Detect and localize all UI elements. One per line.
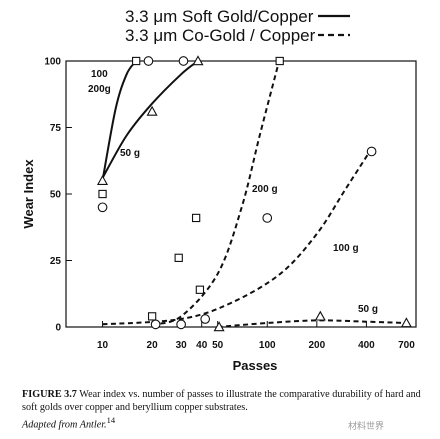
marker-square (191, 213, 201, 223)
y-tick-label: 25 (50, 256, 62, 267)
x-tick-label: 50 (212, 340, 224, 351)
y-tick-label: 75 (50, 123, 62, 134)
marker-square (132, 56, 141, 66)
marker-square (174, 253, 183, 262)
x-tick-label: 40 (196, 340, 208, 351)
y-axis-title: Wear Index (21, 159, 36, 229)
marker-triangle (400, 317, 412, 328)
x-tick-label: 700 (398, 340, 415, 351)
figure-caption-ref: 14 (106, 415, 116, 425)
curve-dashed-3 (151, 60, 281, 326)
curve-annotations: 100 200g 50 g 200 g 100 g 50 g (88, 69, 378, 315)
figure-caption-source: Adapted from Antler. (22, 419, 107, 431)
marker-circle (200, 314, 211, 324)
y-tick-label: 100 (44, 57, 61, 68)
legend-label-soft-gold: 3.3 μm Soft Gold/Copper (125, 7, 314, 26)
annotation-200g: 200g (88, 84, 111, 95)
figure-caption: FIGURE 3.7 Wear index vs. number of pass… (22, 389, 432, 432)
annotation-50g-solid: 50 g (120, 148, 140, 159)
marker-square (195, 285, 205, 294)
y-tick-label: 50 (50, 190, 62, 201)
marker-triangle (192, 55, 204, 66)
annotation-100: 100 (91, 69, 108, 80)
figure-label: FIGURE 3.7 (22, 389, 77, 400)
marker-circle (366, 146, 377, 157)
markers (96, 55, 412, 332)
legend: 3.3 μm Soft Gold/Copper 3.3 μm Co-Gold /… (125, 7, 350, 45)
curves (101, 60, 407, 328)
x-axis-title: Passes (233, 358, 278, 373)
marker-triangle (213, 321, 225, 332)
x-tick-label: 20 (147, 340, 159, 351)
y-axis: 0 25 50 75 100 (44, 57, 72, 334)
curve-dashed-5 (217, 319, 407, 328)
curve-solid-1 (101, 60, 199, 179)
marker-circle (262, 213, 273, 223)
marker-square (275, 56, 284, 66)
x-tick-label: 100 (259, 340, 276, 351)
marker-triangle (146, 105, 158, 116)
marker-circle (150, 319, 161, 330)
x-tick-label: 400 (358, 340, 375, 351)
legend-label-co-gold: 3.3 μm Co-Gold / Copper (125, 26, 316, 45)
y-tick-label: 0 (55, 323, 61, 334)
marker-circle (178, 56, 189, 66)
curve-solid-0 (101, 60, 138, 181)
x-tick-label: 200 (308, 340, 325, 351)
marker-triangle (314, 310, 326, 321)
marker-circle (176, 319, 186, 330)
annotation-50g-dashed: 50 g (358, 304, 378, 315)
x-tick-label: 10 (97, 340, 109, 351)
marker-circle (143, 56, 154, 66)
figure-caption-text: Wear index vs. number of passes to illus… (22, 389, 421, 413)
marker-triangle (96, 174, 109, 185)
marker-square (147, 312, 157, 321)
watermark-text: 材料世界 (348, 422, 385, 432)
x-tick-label: 30 (176, 340, 188, 351)
curve-dashed-4 (102, 145, 375, 326)
marker-square (98, 189, 107, 199)
marker-circle (97, 202, 108, 213)
annotation-200g-dashed: 200 g (252, 184, 278, 195)
x-axis: 10 20 30 40 50 100 200 400 700 (97, 321, 415, 351)
annotation-100g-dashed: 100 g (333, 243, 359, 254)
